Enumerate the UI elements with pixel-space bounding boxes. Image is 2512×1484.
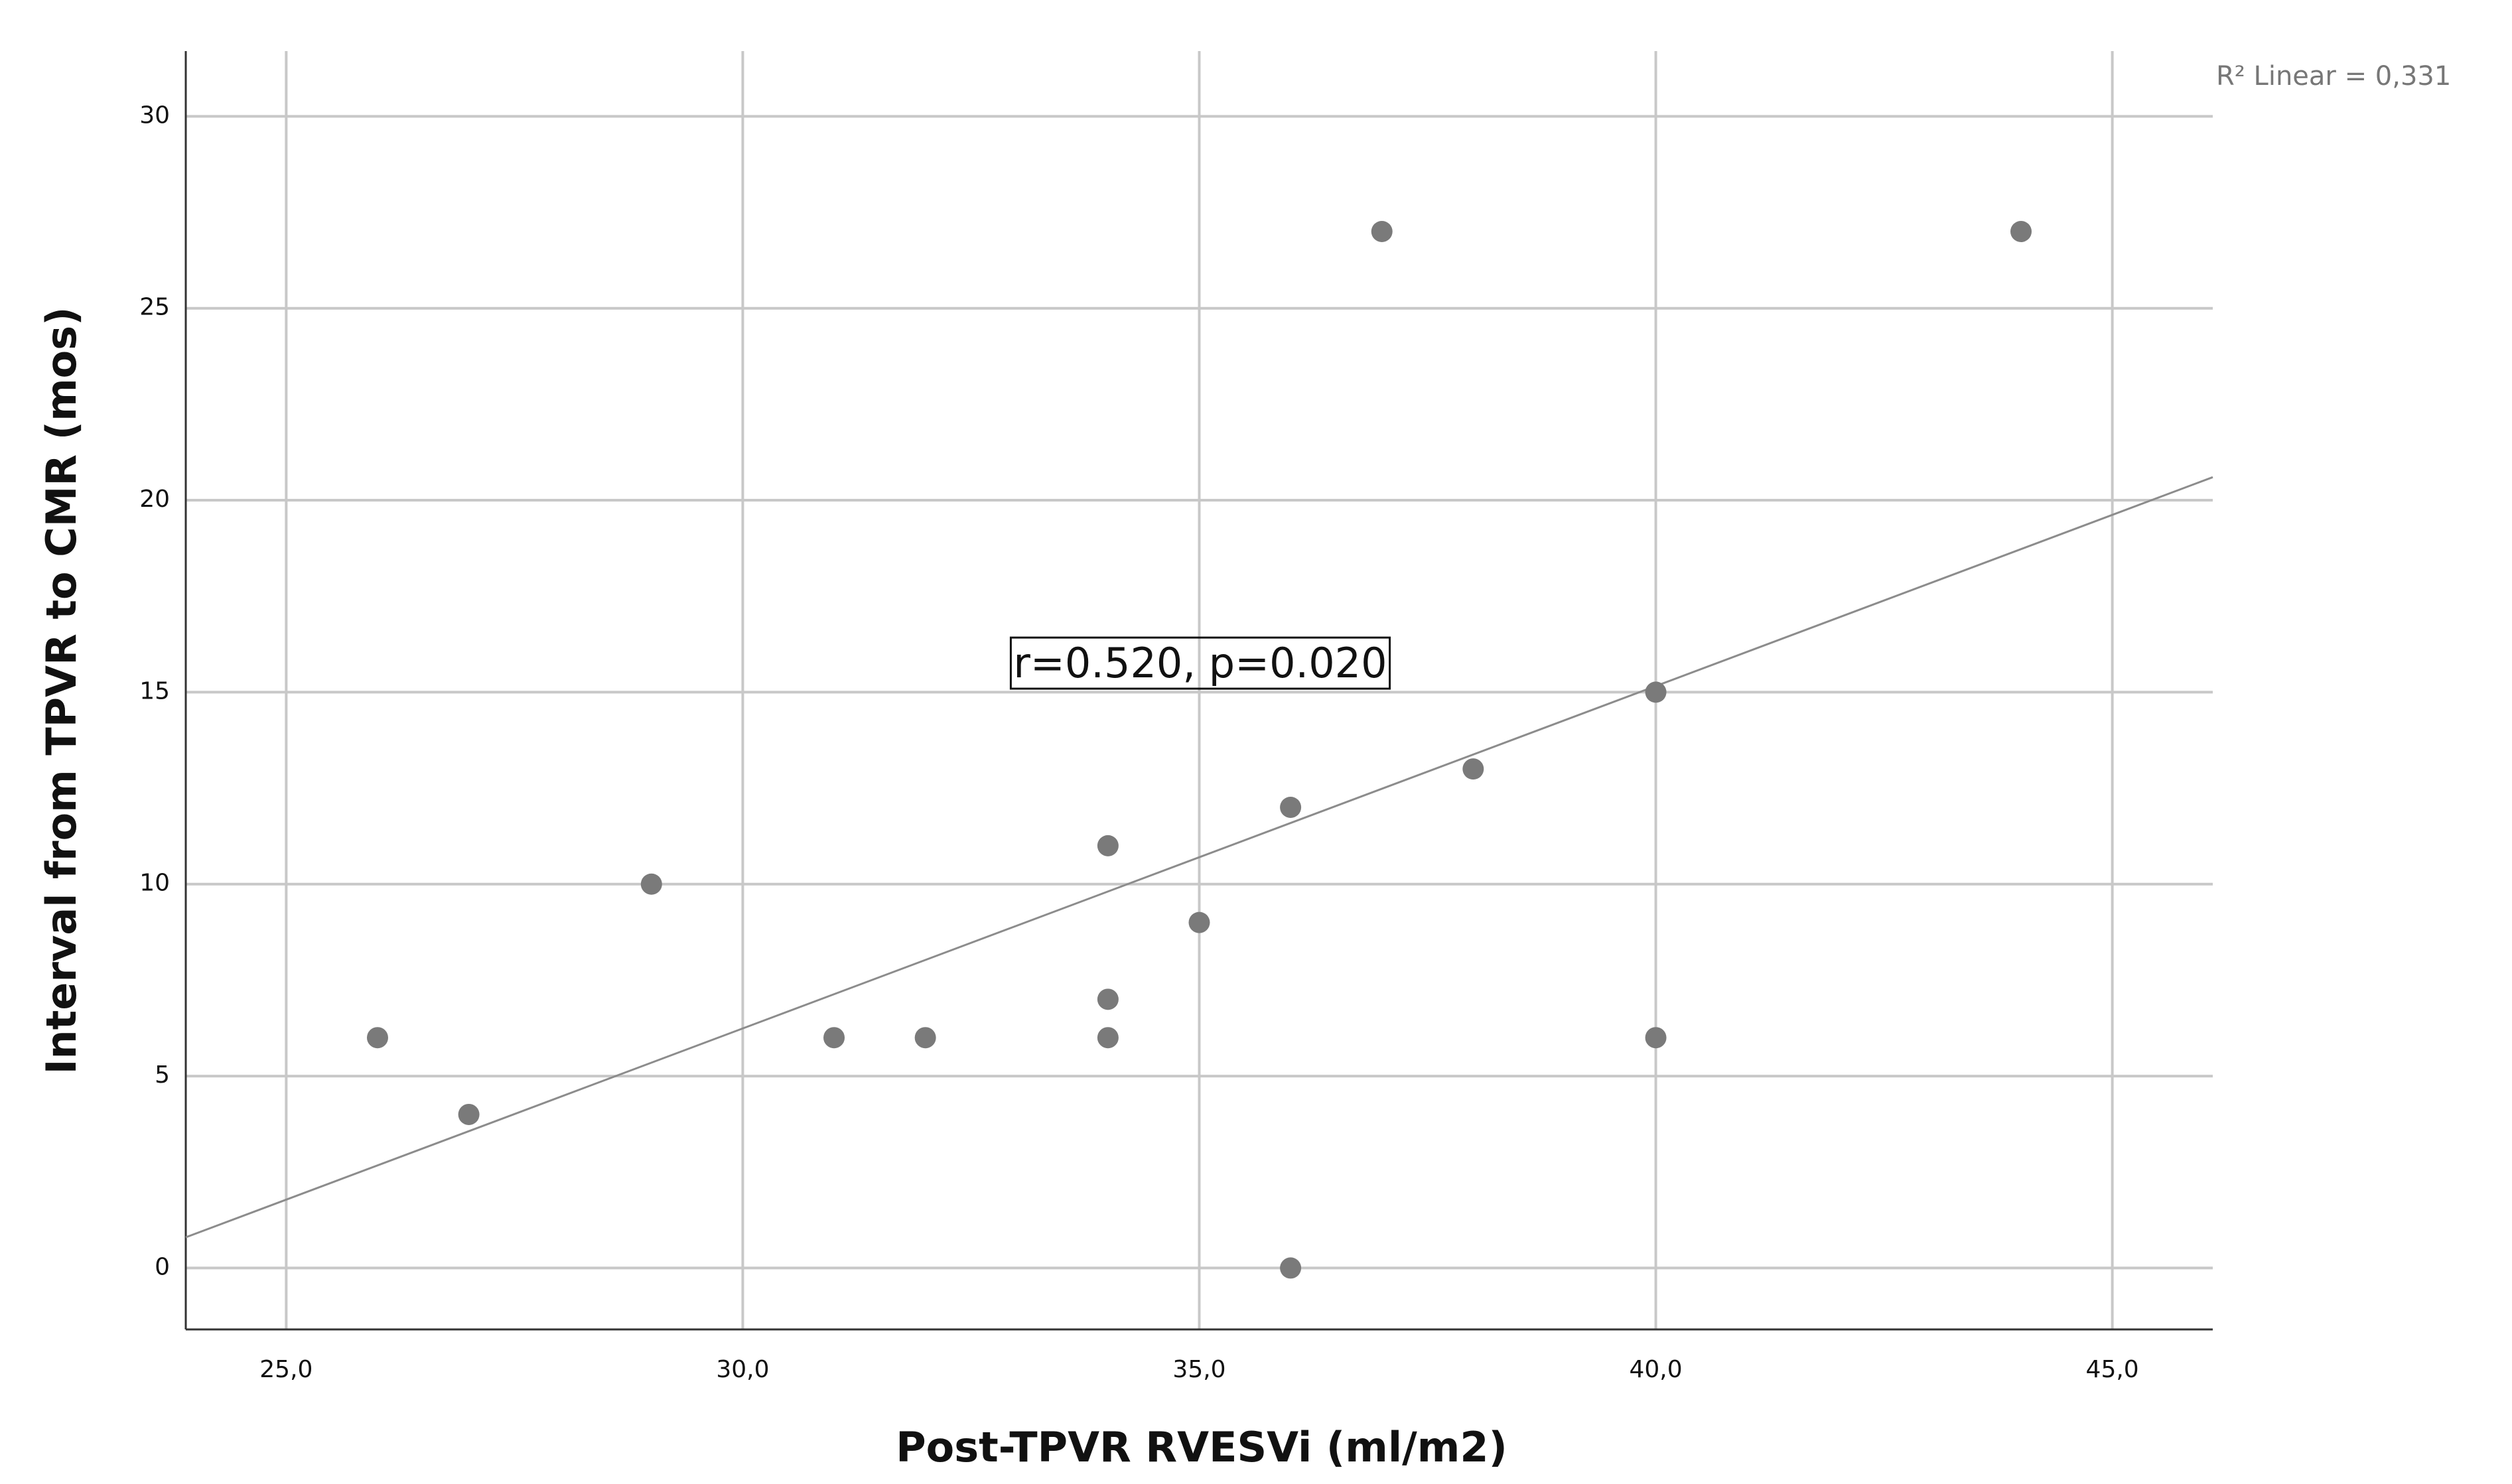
x-tick-label: 40,0 (1629, 1356, 1682, 1383)
point (1645, 681, 1667, 703)
x-tick-label: 35,0 (1172, 1356, 1225, 1383)
fit-line (185, 476, 2213, 1239)
point (2010, 220, 2032, 242)
point (1280, 796, 1302, 818)
point (1097, 1027, 1119, 1049)
y-tick-label: 10 (139, 870, 170, 897)
point (1097, 988, 1119, 1010)
x-axis-title: Post-TPVR RVESVi (ml/m2) (896, 1423, 1507, 1471)
point (1371, 220, 1393, 242)
y-axis-title: Interval from TPVR to CMR (mos) (37, 306, 86, 1074)
y-tick-label: 20 (139, 486, 170, 513)
y-tick-label: 30 (139, 101, 170, 129)
x-tick-label: 45,0 (2086, 1356, 2139, 1383)
point (458, 1103, 480, 1125)
point (914, 1027, 936, 1049)
correlation-box (1009, 636, 1391, 690)
y-tick-label: 15 (139, 677, 170, 705)
point (1462, 758, 1484, 780)
y-tick-label: 25 (139, 294, 170, 321)
point (1280, 1257, 1302, 1279)
y-tick-label: 5 (155, 1061, 170, 1089)
x-tick-label: 30,0 (716, 1356, 769, 1383)
point (1097, 835, 1119, 856)
point (823, 1027, 845, 1049)
r-squared-label: R² Linear = 0,331 (2216, 61, 2451, 92)
x-tick-label: 25,0 (259, 1356, 313, 1383)
y-tick-label: 0 (155, 1253, 170, 1280)
point (640, 873, 662, 895)
point (1188, 911, 1210, 933)
correlation-label: r=0.520, p=0.020 (1013, 639, 1387, 687)
point (366, 1027, 388, 1049)
point (1645, 1027, 1667, 1049)
